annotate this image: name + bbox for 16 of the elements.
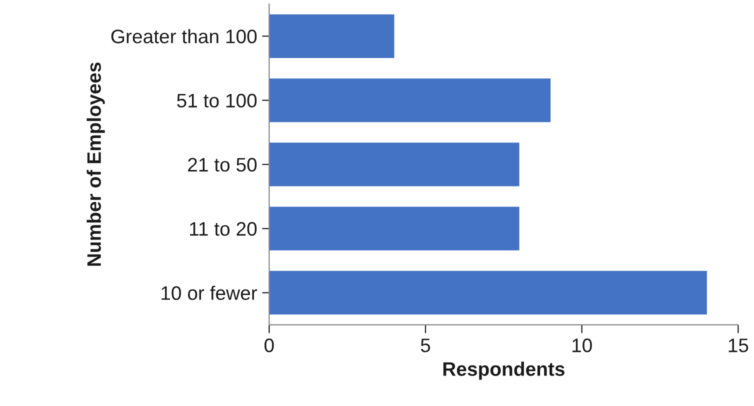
x-tick-label: 5: [420, 338, 430, 352]
bar: [269, 270, 707, 315]
x-tick-label: 10: [572, 338, 592, 352]
y-tick-label: 51 to 100: [177, 94, 257, 108]
bar: [269, 78, 551, 122]
x-axis-title: Respondents: [443, 362, 564, 380]
y-tick-label: Greater than 100: [111, 29, 257, 44]
y-axis-title: Number of Employees: [86, 62, 105, 266]
x-tick-label: 0: [264, 338, 274, 352]
x-tick-label: 15: [728, 338, 748, 352]
y-tick-label: 11 to 20: [190, 222, 257, 236]
bar: [269, 14, 394, 58]
bar: [269, 206, 520, 250]
y-tick-label: 21 to 50: [188, 158, 257, 172]
bar: [269, 142, 520, 186]
y-tick-label: 10 or fewer: [162, 286, 258, 300]
